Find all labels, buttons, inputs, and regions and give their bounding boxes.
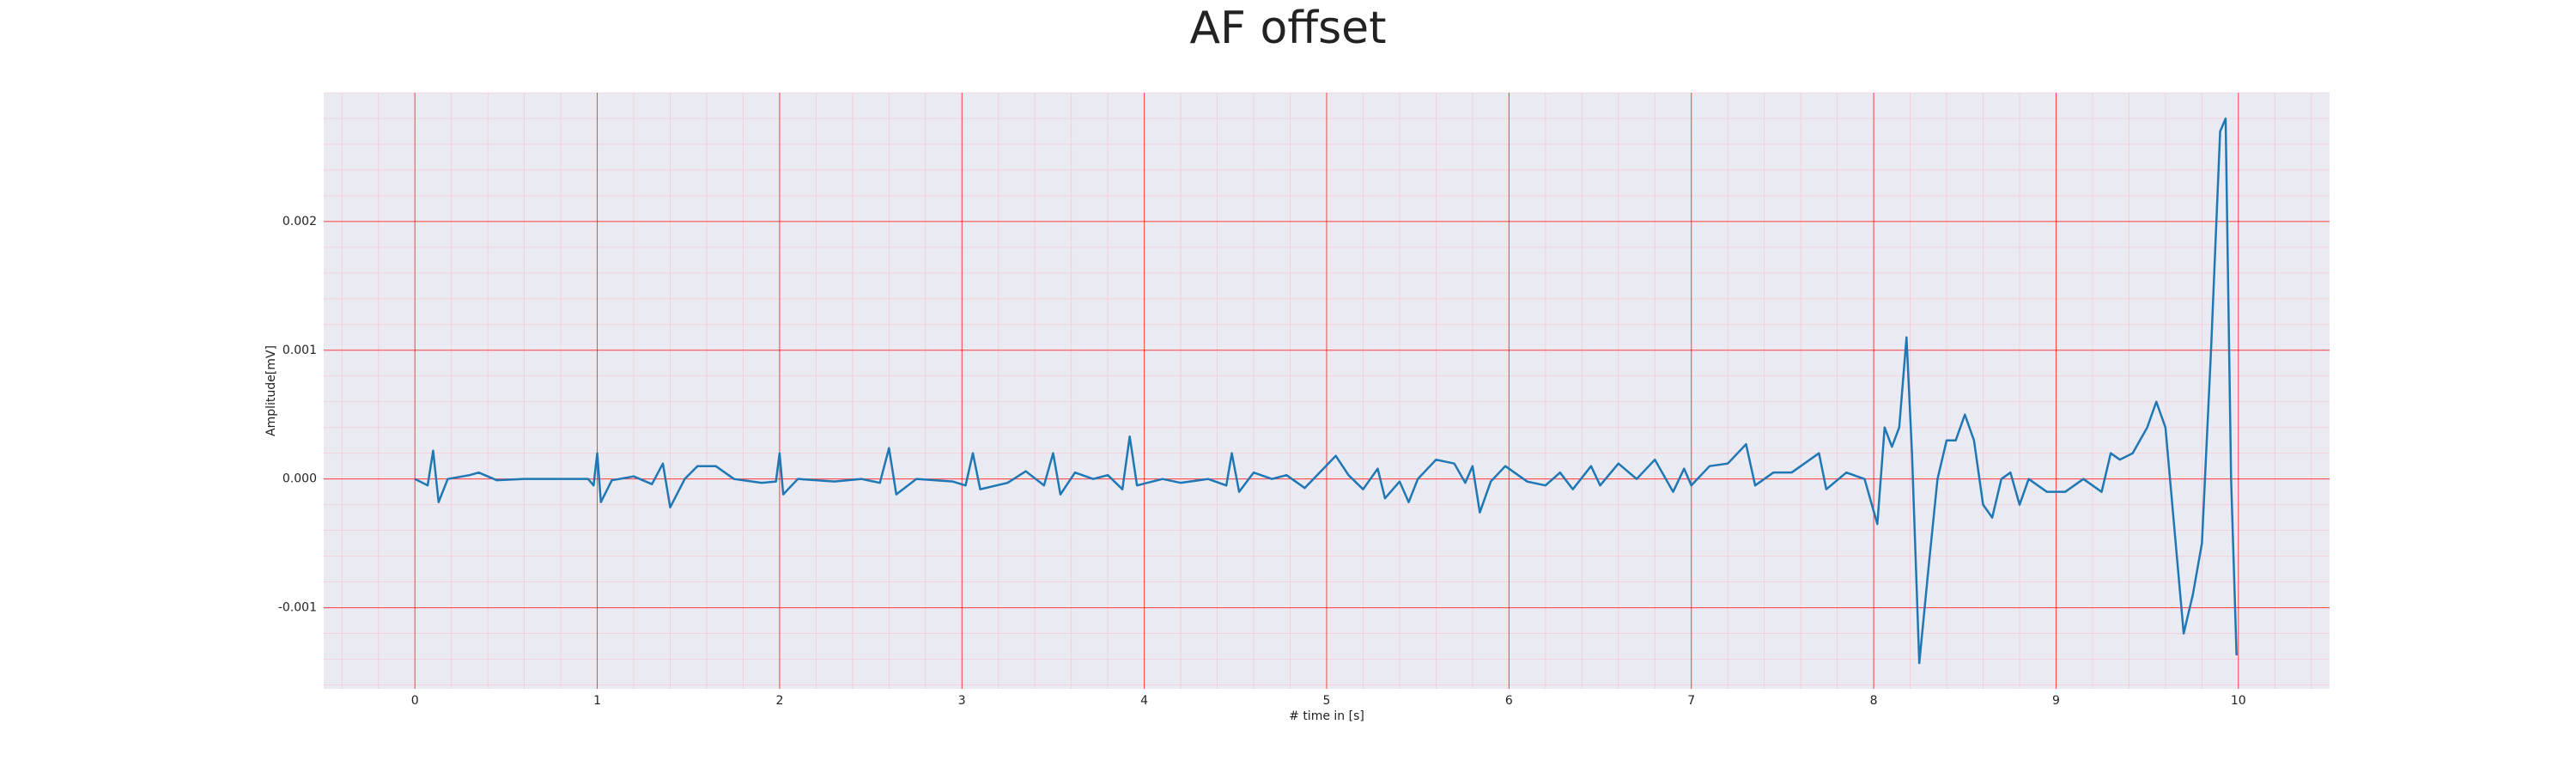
y-tick-label: 0.001 [283,344,317,357]
y-tick-label: 0.000 [283,472,317,486]
x-tick-label: 8 [1870,694,1878,708]
x-tick-label: 6 [1505,694,1513,708]
chart-title: AF offset [1189,3,1386,54]
x-axis-label: # time in [s] [1289,709,1364,723]
y-axis-label: Amplitude[mV] [264,345,278,436]
x-tick-label: 5 [1323,694,1331,708]
x-tick-label: 7 [1687,694,1695,708]
y-tick-label: -0.001 [278,601,317,615]
data-line [414,117,2238,665]
x-tick-label: 0 [411,694,419,708]
x-tick-label: 3 [958,694,966,708]
y-tick-label: 0.002 [283,215,317,228]
x-tick-label: 10 [2231,694,2246,708]
x-tick-label: 9 [2052,694,2060,708]
x-tick-label: 1 [593,694,601,708]
x-tick-label: 2 [775,694,783,708]
x-tick-label: 4 [1140,694,1148,708]
